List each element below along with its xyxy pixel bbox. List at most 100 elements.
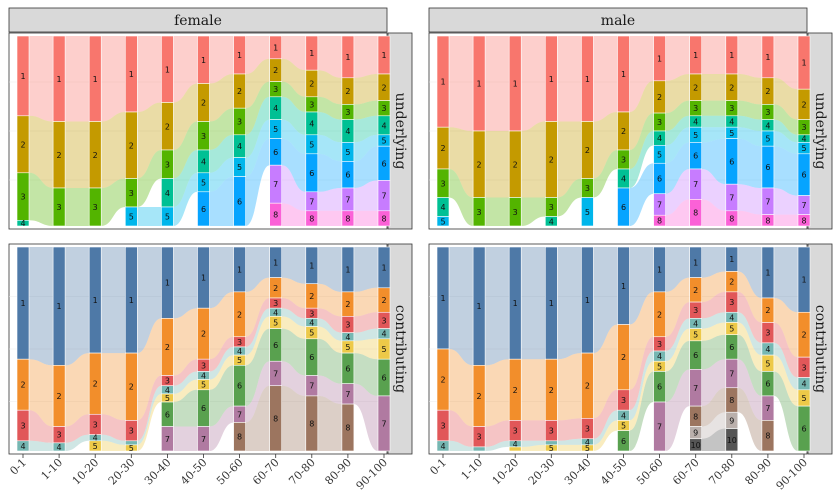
flow-3 — [65, 414, 90, 443]
flow-4 — [209, 134, 234, 173]
node-label: 1 — [20, 299, 25, 308]
flow-5 — [521, 444, 546, 451]
node-8 — [305, 210, 319, 227]
strip-right-contributing-male: contributing — [807, 243, 833, 455]
flow-6 — [317, 338, 342, 384]
node-label: 2 — [201, 99, 206, 108]
flow-3 — [209, 108, 234, 150]
node-label: 2 — [801, 100, 806, 109]
node-label: 3 — [273, 299, 278, 308]
node-label: 3 — [513, 427, 518, 436]
node-label: 3 — [129, 189, 134, 198]
flow-6 — [281, 328, 306, 376]
x-axis: 0-1 1-10 10-20 20-30 30-40 40-50 50-60 60-70 70-… — [7, 454, 810, 492]
stack-1-10: 1 2 3 — [52, 35, 66, 227]
node-label: 1 — [273, 43, 278, 52]
flow-8 — [353, 210, 378, 226]
flow-4 — [65, 434, 90, 451]
node-label: 3 — [801, 123, 806, 132]
node-label: 3 — [57, 203, 62, 212]
node-8 — [341, 210, 355, 227]
node-label: 4 — [57, 443, 62, 452]
flow-2 — [737, 74, 762, 105]
flow-2 — [557, 353, 582, 421]
node-label: 6 — [693, 351, 698, 360]
strip-label-underlying-female: underlying — [392, 93, 408, 170]
stack-0-1: 1 2 3 4 — [16, 246, 30, 452]
x-tick-label: 20-30 — [106, 456, 138, 488]
node-label: 8 — [237, 433, 242, 442]
stack-10-20: 1 2 3 4 — [508, 246, 522, 452]
flow-2 — [773, 298, 798, 358]
node-label: 6 — [381, 374, 386, 383]
flow-4 — [629, 351, 654, 421]
node-label: 3 — [201, 361, 206, 370]
node-label: 6 — [237, 197, 242, 206]
stack-1-10: 1 2 3 4 — [52, 246, 66, 452]
x-tick-label: 50-60 — [214, 456, 246, 488]
flow-4 — [173, 150, 198, 207]
x-tick-label: 90-100 — [354, 456, 391, 493]
node-label: 3 — [585, 184, 590, 193]
node-label: 8 — [765, 216, 770, 225]
node-label: 1 — [513, 80, 518, 89]
node-label: 8 — [693, 412, 698, 421]
node-label: 2 — [513, 386, 518, 395]
x-tick-label: 80-90 — [742, 456, 774, 488]
stack-30-40: 1 2 345 6 7 — [161, 246, 174, 452]
node-label: 4 — [381, 121, 386, 130]
node-label: 5 — [93, 442, 98, 451]
flow-6 — [629, 371, 654, 451]
stack-60-70: 1 2 3 4 5 6 7 8 9 10 — [689, 246, 703, 452]
node-label: 2 — [345, 87, 350, 96]
x-tick-label: 50-60 — [634, 456, 666, 488]
node-label: 4 — [440, 442, 445, 451]
node-label: 7 — [765, 404, 770, 413]
flow-6 — [209, 176, 234, 226]
flow-4 — [101, 434, 126, 445]
node-label: 7 — [765, 197, 770, 206]
node-8 — [761, 420, 775, 452]
flow-8 — [245, 385, 270, 451]
flow-7 — [317, 188, 342, 211]
node-label: 2 — [165, 343, 170, 352]
flow-3 — [101, 178, 126, 226]
flow-7 — [773, 188, 798, 215]
flow-4 — [209, 346, 234, 380]
node-label: 2 — [440, 376, 445, 385]
flow-3 — [773, 104, 798, 135]
node-label: 2 — [765, 87, 770, 96]
flow-5 — [665, 127, 690, 164]
node-label: 1 — [309, 49, 314, 58]
node-label: 2 — [513, 160, 518, 169]
node-label: 3 — [513, 208, 518, 217]
node-label: 1 — [693, 51, 698, 60]
flow-2 — [449, 127, 474, 198]
flow-4 — [629, 131, 654, 188]
flow-3 — [701, 100, 726, 116]
flow-1 — [209, 36, 234, 84]
node-label: 2 — [381, 83, 386, 92]
flow-3 — [629, 336, 654, 411]
node-label: 4 — [657, 134, 662, 143]
node-5 — [161, 206, 174, 227]
stack-80-90: 1 2 3 4 5 6 7 8 — [761, 35, 775, 227]
flow-8 — [737, 210, 762, 226]
node-label: 2 — [237, 87, 242, 96]
flow-1 — [629, 36, 654, 112]
flow-2 — [209, 74, 234, 122]
flow-2 — [665, 74, 690, 114]
node-label: 3 — [381, 104, 386, 113]
flow-1 — [137, 247, 162, 354]
flow-4 — [773, 342, 798, 390]
flow-3 — [773, 322, 798, 378]
node-5 — [544, 444, 558, 452]
flow-4 — [317, 112, 342, 143]
flow-4 — [317, 318, 342, 341]
node-label: 1 — [585, 296, 590, 305]
flow-5 — [737, 127, 762, 147]
node-8 — [233, 422, 246, 452]
x-tick-label: 1-10 — [459, 456, 486, 483]
node-label: 8 — [729, 214, 734, 223]
flow-4 — [173, 371, 198, 394]
